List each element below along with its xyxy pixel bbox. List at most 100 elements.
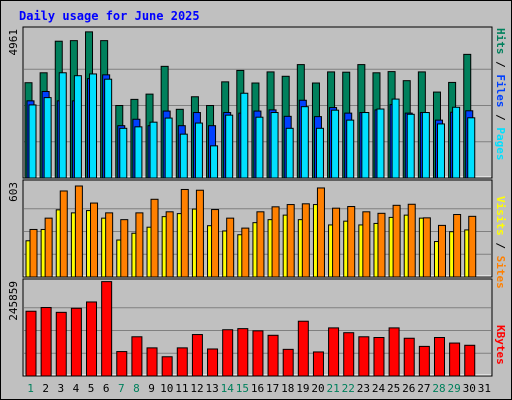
bar-kbytes-day-28 (433, 337, 445, 377)
legend-separator: / (494, 55, 507, 75)
bar-kbytes-day-26 (403, 337, 415, 377)
bar-pages-day-9 (149, 121, 158, 179)
max-label-usage: 4961 (7, 29, 20, 56)
max-label-kbytes: 245859 (7, 281, 20, 321)
bar-sites-day-26 (407, 203, 416, 278)
bar-sites-day-25 (392, 204, 401, 278)
bar-pages-day-13 (210, 145, 219, 179)
day-label-29: 29 (448, 382, 461, 395)
bar-sites-day-13 (211, 209, 220, 278)
bar-pages-day-19 (300, 106, 309, 179)
day-label-12: 12 (190, 382, 203, 395)
bar-kbytes-day-18 (282, 348, 294, 377)
bar-sites-day-15 (241, 227, 250, 278)
bar-pages-day-17 (270, 112, 279, 179)
day-label-27: 27 (417, 382, 430, 395)
bar-sites-day-20 (316, 187, 325, 278)
bar-sites-day-18 (286, 204, 295, 278)
bar-kbytes-day-11 (176, 347, 188, 377)
bar-pages-day-20 (315, 127, 324, 179)
bar-pages-day-4 (73, 75, 82, 179)
bar-sites-day-5 (90, 202, 99, 278)
bar-pages-day-28 (436, 123, 445, 179)
day-label-22: 22 (342, 382, 355, 395)
max-label-visits-sites: 603 (7, 182, 20, 202)
day-label-14: 14 (221, 382, 235, 395)
bar-sites-day-3 (59, 190, 68, 278)
bar-pages-day-21 (331, 109, 340, 179)
bar-pages-day-10 (164, 117, 173, 179)
bar-kbytes-day-16 (252, 330, 264, 377)
bar-sites-day-22 (347, 206, 356, 278)
day-label-15: 15 (236, 382, 249, 395)
day-label-5: 5 (88, 382, 95, 395)
bar-sites-day-14 (226, 217, 235, 278)
legend-item-sites: Sites (494, 256, 507, 289)
day-label-6: 6 (103, 382, 110, 395)
bar-pages-day-7 (119, 127, 128, 179)
legend-item-pages: Pages (494, 127, 507, 160)
bar-pages-day-8 (134, 126, 143, 179)
bar-pages-day-3 (58, 72, 67, 179)
bar-sites-day-23 (362, 211, 371, 278)
bar-kbytes-day-20 (312, 351, 324, 377)
legend-separator: / (494, 236, 507, 256)
bar-pages-day-27 (421, 112, 430, 179)
bar-kbytes-day-8 (131, 336, 143, 377)
bar-kbytes-day-12 (191, 334, 203, 377)
day-label-25: 25 (387, 382, 400, 395)
day-label-8: 8 (133, 382, 140, 395)
bar-kbytes-day-27 (418, 345, 430, 377)
bar-pages-day-14 (225, 114, 234, 179)
bar-sites-day-28 (437, 224, 446, 278)
bar-pages-day-23 (361, 112, 370, 179)
day-label-7: 7 (118, 382, 125, 395)
day-label-23: 23 (357, 382, 370, 395)
bar-kbytes-day-1 (25, 310, 37, 377)
day-label-31: 31 (478, 382, 491, 395)
bar-pages-day-30 (467, 117, 476, 179)
bar-kbytes-day-21 (328, 327, 340, 377)
bar-kbytes-day-19 (297, 320, 309, 377)
bar-pages-day-1 (28, 104, 37, 179)
legend-item-hits: Hits (494, 28, 507, 55)
bar-kbytes-day-10 (161, 356, 173, 377)
bar-kbytes-day-6 (101, 281, 113, 377)
bar-sites-day-30 (468, 215, 477, 278)
legend-usage: Hits / Files / Pages (494, 28, 507, 161)
bar-kbytes-day-23 (358, 336, 370, 377)
bar-pages-day-11 (179, 133, 188, 179)
legend-visits-sites: Visits / Sites (494, 196, 507, 289)
bar-sites-day-12 (195, 189, 204, 278)
bar-sites-day-16 (256, 211, 265, 278)
day-label-13: 13 (205, 382, 218, 395)
day-label-3: 3 (58, 382, 65, 395)
day-label-2: 2 (42, 382, 49, 395)
day-label-21: 21 (327, 382, 340, 395)
day-label-10: 10 (160, 382, 173, 395)
bar-sites-day-4 (74, 185, 83, 278)
day-label-18: 18 (281, 382, 294, 395)
day-label-16: 16 (251, 382, 264, 395)
bar-sites-day-10 (165, 211, 174, 278)
bar-pages-day-22 (346, 119, 355, 179)
legend-item-kbytes: KBytes (494, 325, 507, 365)
bar-kbytes-day-13 (207, 348, 219, 377)
bar-sites-day-1 (29, 228, 38, 278)
bar-pages-day-15 (240, 92, 249, 179)
bar-kbytes-day-25 (388, 327, 400, 377)
bar-kbytes-day-14 (222, 329, 234, 377)
bar-sites-day-17 (271, 206, 280, 278)
bar-kbytes-day-4 (70, 307, 82, 377)
bar-kbytes-day-5 (86, 301, 98, 377)
legend-item-files: Files (494, 74, 507, 107)
day-label-30: 30 (463, 382, 476, 395)
bar-kbytes-day-17 (267, 334, 279, 377)
bar-kbytes-day-3 (55, 311, 67, 377)
bar-sites-day-11 (180, 188, 189, 278)
day-label-26: 26 (402, 382, 415, 395)
bar-kbytes-day-15 (237, 328, 249, 377)
chart-title: Daily usage for June 2025 (19, 9, 200, 23)
bar-pages-day-5 (89, 73, 98, 179)
